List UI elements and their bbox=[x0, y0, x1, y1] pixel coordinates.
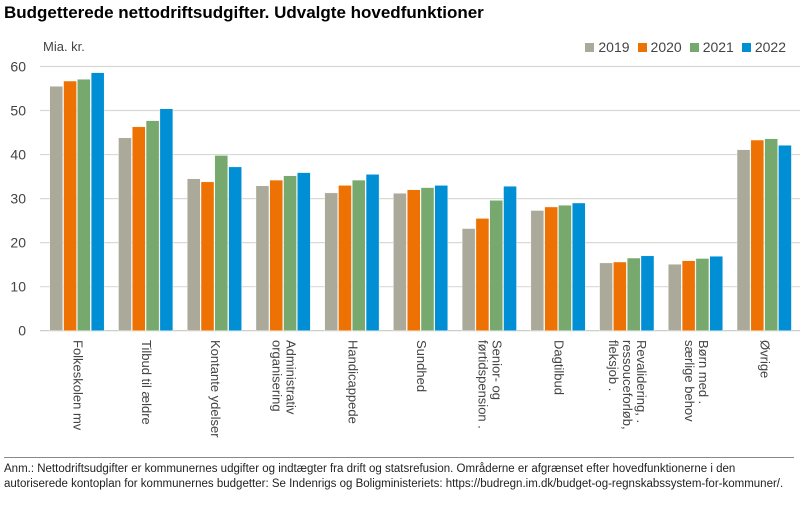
bar-2020 bbox=[338, 185, 352, 331]
x-tick-label: Børn med . særlige behov bbox=[681, 340, 711, 422]
legend-swatch bbox=[689, 42, 699, 52]
legend-swatch bbox=[741, 42, 751, 52]
bar-2019 bbox=[393, 193, 407, 331]
legend-label: 2021 bbox=[702, 39, 734, 55]
legend-label: 2019 bbox=[598, 39, 630, 55]
bar-2019 bbox=[324, 192, 338, 331]
y-tick-label: 40 bbox=[10, 147, 26, 163]
y-axis-label: Mia. kr. bbox=[43, 39, 85, 54]
bar-2022 bbox=[434, 185, 448, 331]
bar-2020 bbox=[681, 260, 696, 331]
x-tick-label: Administrativ organisering bbox=[269, 340, 299, 415]
bar-2022 bbox=[640, 255, 655, 331]
x-tick-label: Dagtilbud bbox=[551, 340, 567, 395]
x-tick-label: Handicappede bbox=[345, 340, 361, 424]
bar-2020 bbox=[544, 206, 558, 331]
chart-title: Budgetterede nettodriftsudgifter. Udvalg… bbox=[4, 3, 484, 22]
bar-2022 bbox=[503, 186, 517, 331]
bar-2022 bbox=[159, 108, 174, 331]
y-tick-label: 30 bbox=[10, 191, 26, 207]
bar-2021 bbox=[764, 138, 778, 331]
bar-2021 bbox=[145, 120, 160, 331]
bar-2019 bbox=[668, 264, 682, 331]
legend-item: 2020 bbox=[637, 39, 682, 55]
bar-2019 bbox=[118, 137, 132, 331]
x-tick-label: Senior- og førtidspension . bbox=[475, 340, 505, 429]
x-tick-label: Sundhed bbox=[414, 340, 429, 393]
bar-2021 bbox=[214, 155, 229, 331]
bar-2019 bbox=[736, 149, 751, 331]
bar-2022 bbox=[709, 256, 723, 331]
legend-label: 2020 bbox=[650, 39, 682, 55]
bar-2019 bbox=[255, 185, 270, 331]
bar-2021 bbox=[626, 257, 641, 331]
x-tick-label: Tilbud til ældre bbox=[139, 340, 155, 425]
bar-2019 bbox=[187, 178, 201, 331]
bar-2020 bbox=[407, 189, 421, 331]
bar-2019 bbox=[49, 86, 63, 331]
x-tick-label: Folkeskolen mv bbox=[70, 340, 86, 431]
legend-label: 2022 bbox=[754, 39, 786, 55]
bar-2019 bbox=[599, 262, 613, 331]
bar-2022 bbox=[228, 166, 242, 331]
bar-2020 bbox=[269, 179, 283, 331]
legend-swatch bbox=[637, 42, 647, 52]
y-tick-label: 20 bbox=[10, 235, 26, 251]
bar-2019 bbox=[530, 210, 545, 331]
bar-2020 bbox=[475, 218, 490, 331]
bar-2021 bbox=[558, 205, 572, 331]
legend-item: 2021 bbox=[689, 39, 734, 55]
bar-2022 bbox=[297, 172, 311, 331]
y-tick-label: 50 bbox=[10, 103, 26, 119]
bar-2021 bbox=[352, 179, 366, 331]
bar-2022 bbox=[778, 145, 792, 331]
footnote: Anm.: Nettodriftsudgifter er kommunernes… bbox=[4, 457, 794, 492]
bar-2022 bbox=[365, 174, 380, 331]
bar-2020 bbox=[613, 261, 627, 331]
bar-2020 bbox=[132, 126, 146, 331]
legend-item: 2019 bbox=[585, 39, 630, 55]
legend-swatch bbox=[585, 42, 595, 52]
x-tick-label: Kontante ydelser bbox=[207, 340, 223, 438]
bar-2022 bbox=[572, 202, 586, 331]
bar-2022 bbox=[90, 72, 105, 331]
bar-2021 bbox=[489, 200, 503, 331]
bar-2021 bbox=[77, 79, 91, 331]
bar-2020 bbox=[750, 139, 765, 331]
y-tick-label: 0 bbox=[18, 323, 26, 339]
bar-2021 bbox=[420, 187, 435, 331]
y-tick-label: 10 bbox=[10, 279, 26, 295]
x-tick-label: Øvrige bbox=[757, 340, 773, 379]
bar-2021 bbox=[695, 258, 710, 331]
bar-2021 bbox=[283, 175, 297, 331]
x-tick-label: Revalidering, . ressouceforløb, fleksjob… bbox=[606, 340, 650, 430]
legend: 2019 2020 2021 2022 bbox=[585, 39, 786, 55]
bar-2020 bbox=[200, 181, 215, 331]
y-tick-label: 60 bbox=[10, 59, 26, 75]
bar-2019 bbox=[461, 228, 476, 331]
legend-item: 2022 bbox=[741, 39, 786, 55]
bar-2020 bbox=[63, 80, 77, 331]
